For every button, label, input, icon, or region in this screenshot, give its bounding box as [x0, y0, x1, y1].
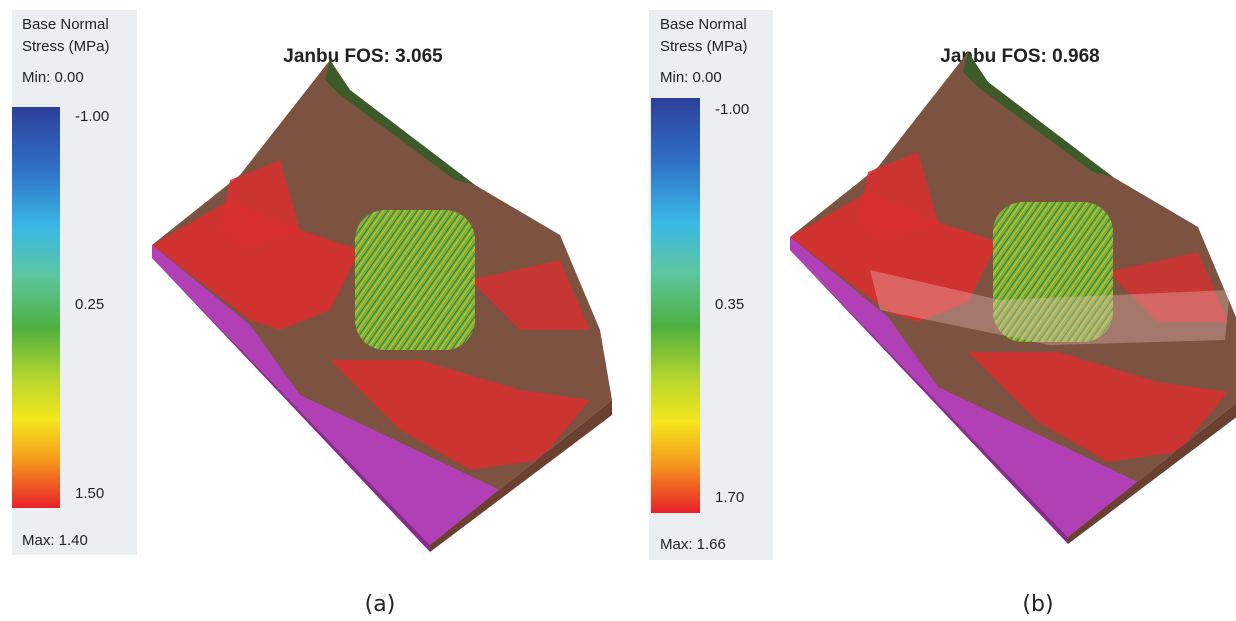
legend-min: Min: 0.00 [660, 69, 722, 86]
legend-tick: 0.25 [75, 296, 104, 313]
legend-tick: 1.50 [75, 485, 104, 502]
color-bar [651, 98, 700, 513]
slope-model [152, 60, 612, 552]
legend-title: Base Normal [660, 16, 747, 33]
legend-max: Max: 1.40 [22, 532, 88, 549]
legend-title: Base Normal [22, 16, 109, 33]
legend-tick: 0.35 [715, 296, 744, 313]
legend-tick: -1.00 [75, 108, 109, 125]
panel-a: Base Normal Stress (MPa) Min: 0.00 -1.00… [12, 10, 612, 617]
legend-min: Min: 0.00 [22, 69, 84, 86]
caption: (b) [1022, 592, 1053, 617]
legend-tick: 1.70 [715, 489, 744, 506]
figure: Base Normal Stress (MPa) Min: 0.00 -1.00… [0, 0, 1236, 621]
legend-tick: -1.00 [715, 101, 749, 118]
legend-title: Stress (MPa) [22, 38, 110, 55]
legend-title: Stress (MPa) [660, 38, 748, 55]
legend-max: Max: 1.66 [660, 536, 726, 553]
caption: (a) [365, 592, 396, 617]
color-bar [12, 107, 60, 508]
panel-heading: Janbu FOS: 3.065 [283, 46, 443, 67]
panel-b: Base Normal Stress (MPa) Min: 0.00 -1.00… [649, 10, 1236, 617]
